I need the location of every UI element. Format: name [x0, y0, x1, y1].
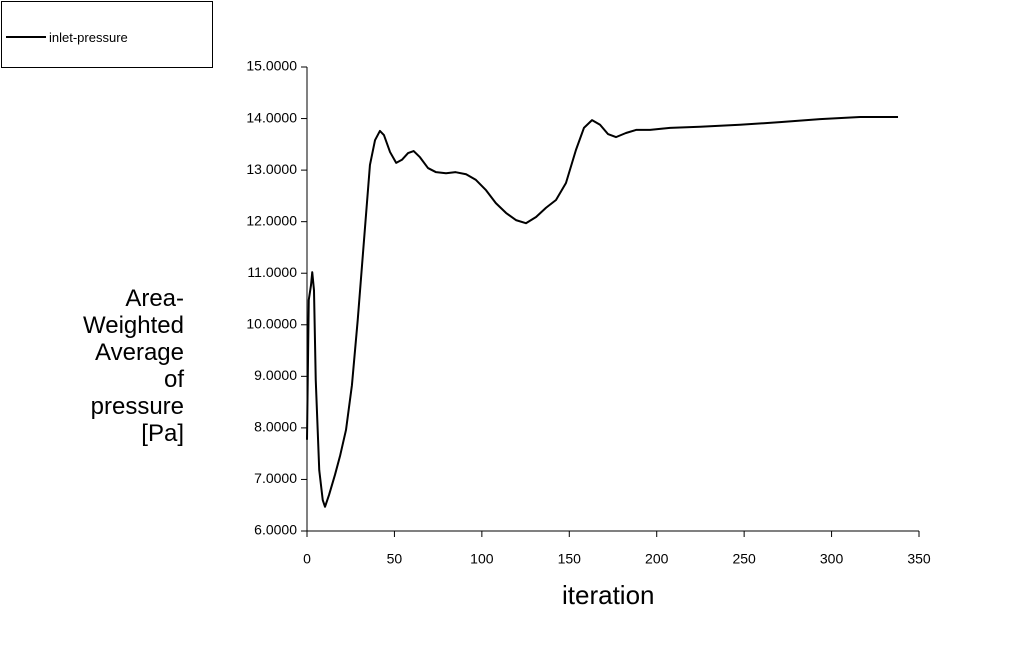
x-tick-label: 100 — [470, 551, 494, 567]
x-tick-label: 150 — [558, 551, 582, 567]
y-tick-label: 13.0000 — [246, 161, 297, 177]
data-line — [306, 116, 899, 508]
y-axis-label: Area-Weighted Average of pressure [Pa] — [83, 285, 184, 447]
x-tick-label: 0 — [303, 551, 311, 567]
x-tick-label: 50 — [387, 551, 403, 567]
y-tick-label: 10.0000 — [246, 315, 297, 331]
x-tick-label: 200 — [645, 551, 669, 567]
x-tick-label: 250 — [732, 551, 756, 567]
x-tick-label: 300 — [820, 551, 844, 567]
y-tick-label: 14.0000 — [246, 109, 297, 125]
legend-entry: inlet-pressure — [49, 30, 128, 45]
y-tick-label: 9.0000 — [254, 367, 297, 383]
y-tick-label: 15.0000 — [246, 58, 297, 74]
y-tick-label: 11.0000 — [247, 264, 297, 280]
legend: inlet-pressure — [1, 1, 213, 68]
x-tick-label: 350 — [907, 551, 931, 567]
y-tick-label: 6.0000 — [254, 522, 297, 538]
y-tick-label: 8.0000 — [254, 419, 297, 435]
y-tick-label: 12.0000 — [246, 212, 297, 228]
x-axis-label: iteration — [562, 580, 655, 610]
y-tick-label: 7.0000 — [254, 470, 297, 486]
legend-swatch — [6, 36, 46, 38]
